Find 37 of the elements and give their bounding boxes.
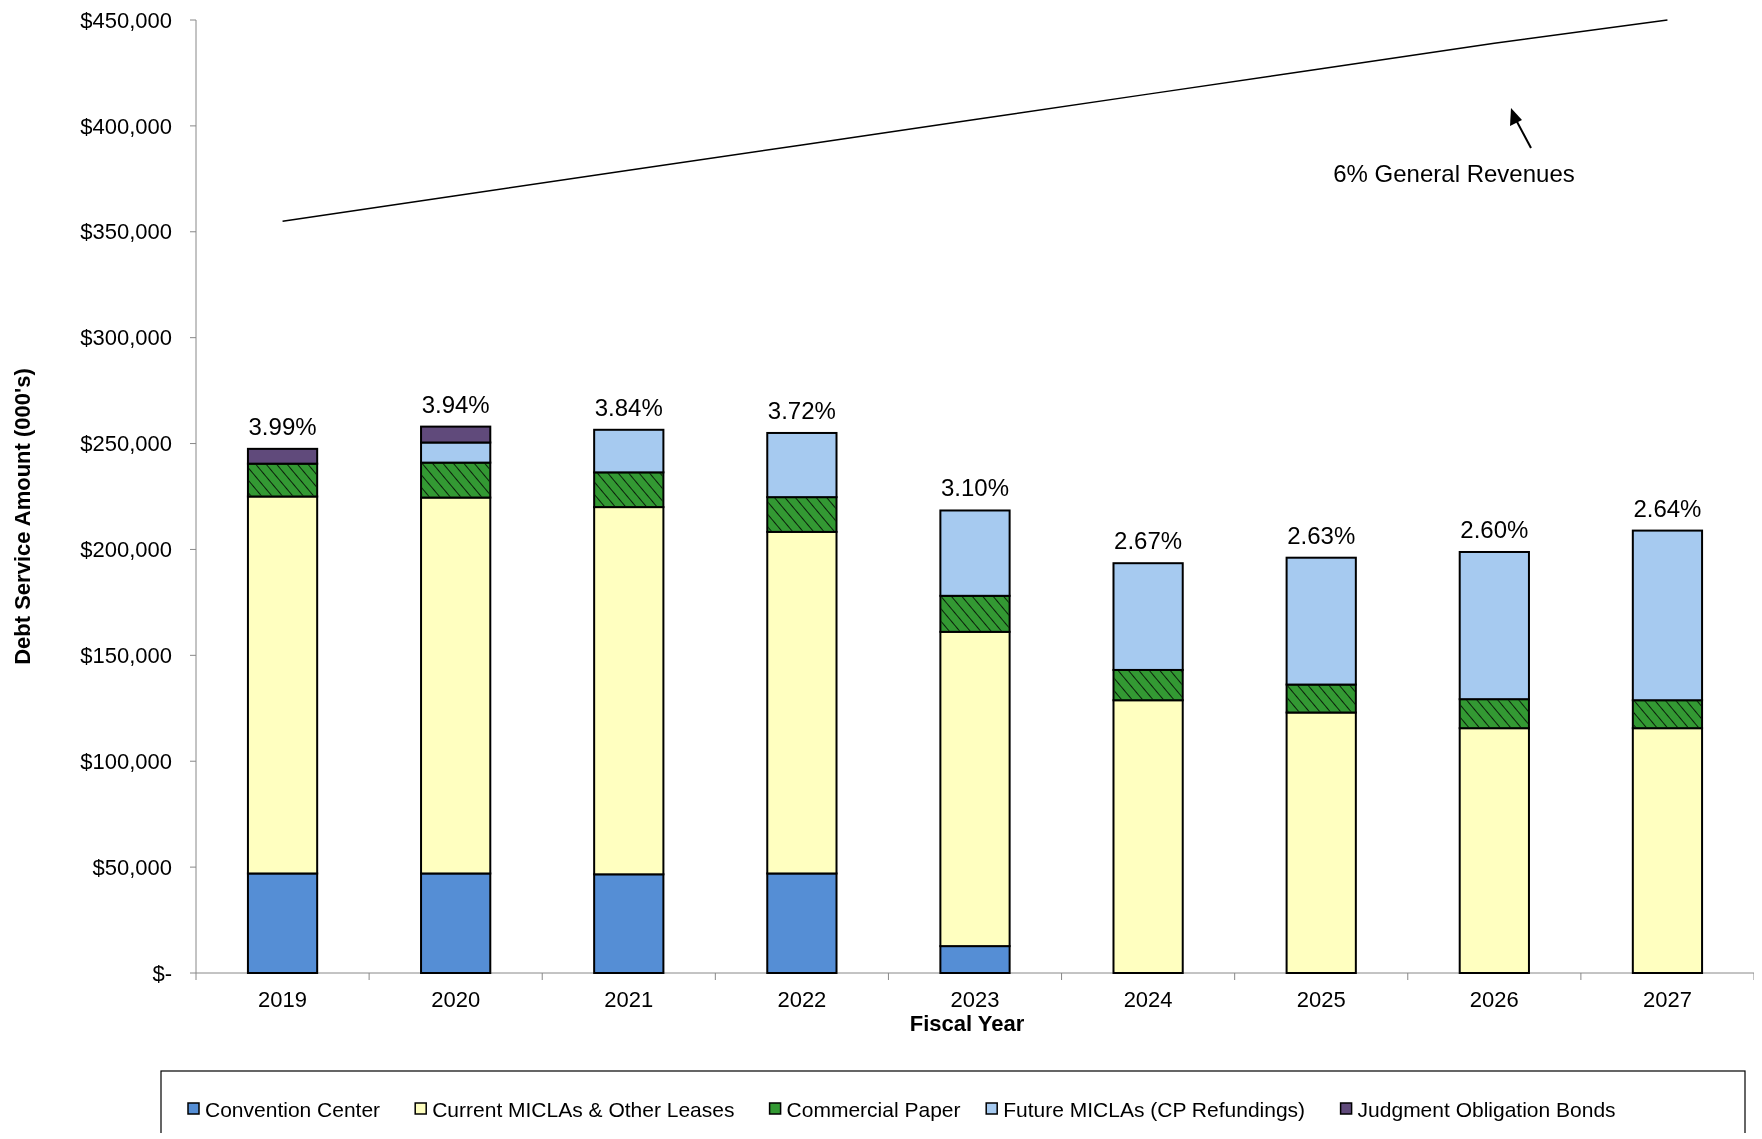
x-tick-label: 2020 bbox=[431, 987, 481, 1012]
legend-label: Current MICLAs & Other Leases bbox=[432, 1098, 735, 1122]
x-tick-label: 2021 bbox=[604, 987, 654, 1012]
legend-label: Judgment Obligation Bonds bbox=[1357, 1098, 1616, 1122]
annotation: 2.63% bbox=[1287, 521, 1356, 549]
annotation: 3.94% bbox=[421, 390, 490, 418]
y-tick-label: $50,000 bbox=[92, 854, 172, 880]
annotation: 2.67% bbox=[1114, 527, 1183, 555]
legend-label: Convention Center bbox=[205, 1098, 381, 1122]
line-series bbox=[281, 19, 1669, 222]
x-tick-label: 2022 bbox=[777, 987, 827, 1012]
x-tick-label: 2026 bbox=[1469, 987, 1519, 1012]
annotation: 3.72% bbox=[767, 396, 836, 424]
y-tick-label: $300,000 bbox=[80, 325, 172, 351]
y-tick-label: $450,000 bbox=[80, 7, 172, 33]
annotation: 2.64% bbox=[1633, 494, 1702, 522]
x-tick-label: 2023 bbox=[950, 987, 1000, 1012]
y-tick-label: $250,000 bbox=[80, 431, 172, 457]
x-tick-label: 2024 bbox=[1123, 987, 1173, 1012]
x-tick-label: 2019 bbox=[258, 987, 308, 1012]
x-axis-title: Fiscal Year bbox=[909, 1011, 1025, 1036]
y-tick-label: $350,000 bbox=[80, 219, 172, 245]
legend-label: Commercial Paper bbox=[786, 1098, 961, 1122]
x-tick-label: 2027 bbox=[1642, 987, 1692, 1012]
annotation: 3.84% bbox=[594, 393, 663, 421]
legend-label: Future MICLAs (CP Refundings) bbox=[1003, 1098, 1306, 1122]
annotation: 2.60% bbox=[1460, 515, 1529, 543]
y-tick-label: $150,000 bbox=[80, 643, 172, 669]
y-tick-label: $- bbox=[152, 960, 172, 986]
annotation: 3.10% bbox=[940, 474, 1010, 502]
x-tick-label: 2025 bbox=[1296, 987, 1346, 1012]
y-tick-label: $200,000 bbox=[80, 537, 172, 563]
y-tick-label: $400,000 bbox=[80, 113, 172, 139]
annotation: 3.99% bbox=[248, 412, 317, 440]
y-tick-label: $100,000 bbox=[80, 748, 172, 774]
annotation: 6% General Revenues bbox=[1333, 160, 1575, 187]
y-axis-title: Debt Service Amount (000's) bbox=[10, 368, 35, 665]
